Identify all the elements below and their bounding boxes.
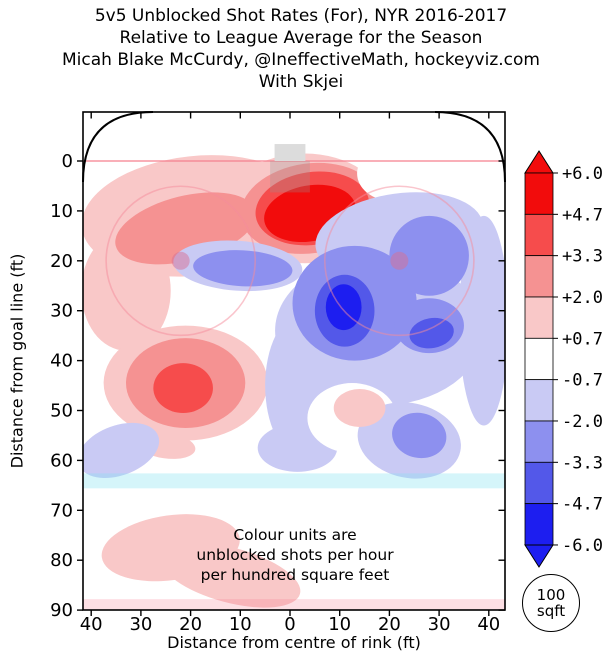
svg-text:20: 20 bbox=[50, 251, 73, 272]
svg-text:30: 30 bbox=[428, 614, 451, 635]
y-axis-label: Distance from goal line (ft) bbox=[7, 253, 27, 469]
svg-text:50: 50 bbox=[50, 401, 73, 422]
annotation-line-1: Colour units are bbox=[233, 526, 357, 544]
colour-units-annotation: Colour units are unblocked shots per hou… bbox=[150, 526, 440, 585]
annotation-line-2: unblocked shots per hour bbox=[196, 545, 394, 564]
svg-text:+4.7: +4.7 bbox=[562, 205, 602, 225]
title-line-4: With Skjei bbox=[258, 72, 344, 92]
title-block: 5v5 Unblocked Shot Rates (For), NYR 2016… bbox=[0, 5, 602, 93]
svg-text:10: 10 bbox=[328, 614, 351, 635]
svg-text:+2.0: +2.0 bbox=[562, 288, 602, 308]
colorbar: +6.0 +4.7 +3.3 +2.0 +0.7 -0.7 -2.0 -3.3 -4.7 -6.0 bbox=[524, 150, 602, 568]
title-line-1: 5v5 Unblocked Shot Rates (For), NYR 2016… bbox=[94, 6, 508, 26]
svg-text:+6.0: +6.0 bbox=[562, 164, 602, 184]
x-axis-label: Distance from centre of rink (ft) bbox=[167, 633, 421, 652]
svg-text:-0.7: -0.7 bbox=[562, 371, 602, 391]
title-line-3: Micah Blake McCurdy, @IneffectiveMath, h… bbox=[62, 50, 540, 70]
svg-text:-6.0: -6.0 bbox=[562, 536, 602, 556]
svg-text:-4.7: -4.7 bbox=[562, 495, 602, 515]
svg-text:80: 80 bbox=[50, 550, 73, 571]
svg-text:70: 70 bbox=[50, 500, 73, 521]
svg-text:20: 20 bbox=[179, 614, 202, 635]
svg-text:+0.7: +0.7 bbox=[562, 329, 602, 349]
svg-text:0: 0 bbox=[62, 151, 73, 172]
svg-text:0: 0 bbox=[284, 614, 295, 635]
svg-text:40: 40 bbox=[80, 614, 103, 635]
svg-text:30: 30 bbox=[129, 614, 152, 635]
rink-plot-svg: 40 30 20 10 0 10 20 30 40 0 10 20 30 40 50 60 70 80 90 bbox=[40, 100, 520, 650]
svg-text:40: 40 bbox=[477, 614, 500, 635]
svg-text:40: 40 bbox=[50, 351, 73, 372]
scale-badge-unit: sqft bbox=[536, 602, 566, 620]
scale-badge: 100 sqft bbox=[522, 574, 580, 632]
svg-text:30: 30 bbox=[50, 301, 73, 322]
scale-badge-value: 100 bbox=[536, 585, 566, 604]
svg-text:90: 90 bbox=[50, 600, 73, 621]
svg-text:+3.3: +3.3 bbox=[562, 247, 602, 267]
svg-text:60: 60 bbox=[50, 450, 73, 471]
svg-text:-2.0: -2.0 bbox=[562, 412, 602, 432]
annotation-line-3: per hundred square feet bbox=[200, 565, 390, 584]
title-line-2: Relative to League Average for the Seaso… bbox=[119, 28, 483, 48]
svg-text:10: 10 bbox=[50, 201, 73, 222]
svg-text:-3.3: -3.3 bbox=[562, 453, 602, 473]
svg-text:10: 10 bbox=[229, 614, 252, 635]
svg-text:20: 20 bbox=[378, 614, 401, 635]
